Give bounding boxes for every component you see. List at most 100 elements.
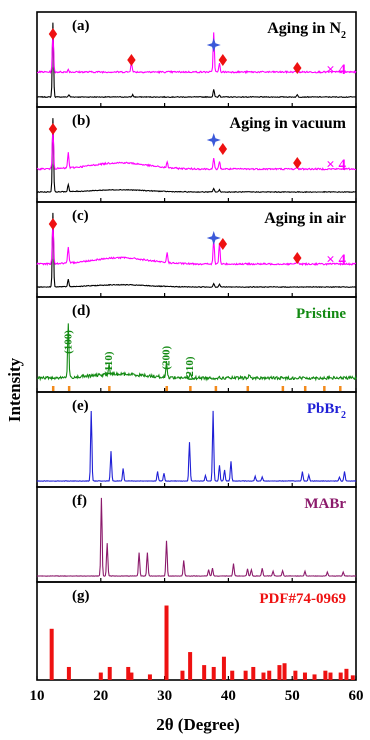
panel-letter: (d) <box>72 303 90 319</box>
star-marker <box>206 231 221 245</box>
x-tick-label: 10 <box>30 688 45 704</box>
x-tick-label: 30 <box>157 688 172 704</box>
diamond-marker <box>293 62 302 74</box>
series-line-black <box>36 212 357 289</box>
reference-bar <box>350 675 355 680</box>
panel-frame <box>36 581 357 681</box>
panel-letter: (e) <box>72 398 89 414</box>
reference-bar <box>214 386 218 391</box>
reference-bar <box>251 666 256 680</box>
miller-index-label: (110) <box>103 351 115 375</box>
series-line-magenta <box>36 222 356 267</box>
panel-title: PbBr2 <box>307 401 346 421</box>
series-line-blue <box>36 410 357 482</box>
series-line-black <box>36 22 357 99</box>
reference-bar <box>312 674 317 680</box>
reference-bar <box>282 663 287 680</box>
panel-title: Aging in N2 <box>267 20 346 41</box>
reference-bar <box>261 672 266 680</box>
reference-bar <box>267 670 272 680</box>
panel-b: (b) Aging in vacuum × 4 <box>36 106 357 203</box>
diamond-marker <box>218 54 228 66</box>
miller-index-label: (210) <box>184 356 196 380</box>
panel-a: (a) Aging in N2 × 4 <box>36 11 357 108</box>
scale-label: × 4 <box>326 157 346 173</box>
reference-bar <box>49 628 54 680</box>
panel-title: MABr <box>304 496 346 512</box>
panel-d: (d) Pristine (100) (110) (200) (210) <box>36 296 357 393</box>
scale-label: × 4 <box>326 252 346 268</box>
panel-letter: (c) <box>72 208 89 224</box>
reference-bar <box>98 672 103 680</box>
reference-bar <box>344 668 349 680</box>
series-line-purple <box>36 497 356 577</box>
reference-bar <box>281 386 285 391</box>
reference-bar <box>230 670 235 680</box>
reference-bar <box>243 670 248 680</box>
reference-bar <box>303 386 307 391</box>
panel-letter: (g) <box>72 588 90 604</box>
diamond-marker <box>293 252 302 264</box>
panel-title: Pristine <box>296 306 346 322</box>
panel-title: PDF#74-0969 <box>259 591 346 607</box>
scale-label: × 4 <box>326 62 346 78</box>
panel-c: (c) Aging in air × 4 <box>36 201 357 298</box>
panel-f: (f) MABr <box>36 486 357 583</box>
diamond-marker <box>48 123 58 135</box>
diamond-marker <box>127 54 136 66</box>
panel-letter: (f) <box>72 493 87 509</box>
y-axis-label: Intensity <box>5 357 24 422</box>
reference-bar <box>67 386 71 391</box>
reference-bar <box>339 386 342 391</box>
x-tick-label: 50 <box>285 688 300 704</box>
reference-bar <box>51 386 55 391</box>
reference-bar <box>221 656 226 680</box>
x-axis: 10 20 30 40 50 60 <box>30 688 364 704</box>
reference-bar <box>66 666 71 680</box>
x-tick-label: 20 <box>93 688 108 704</box>
diamond-marker <box>48 218 58 230</box>
reference-bar <box>188 652 193 680</box>
reference-bar <box>246 386 250 391</box>
star-marker <box>206 38 221 52</box>
reference-bar <box>202 665 207 680</box>
series-line-green <box>36 323 357 382</box>
diamond-marker <box>48 28 58 40</box>
reference-bar <box>129 672 134 680</box>
reference-bar <box>323 670 328 680</box>
panel-letter: (a) <box>72 18 90 34</box>
reference-bar <box>165 386 169 391</box>
reference-bar <box>147 674 152 680</box>
reference-bar <box>126 666 131 680</box>
series-line-black <box>36 118 357 194</box>
panel-title: Aging in vacuum <box>230 115 347 132</box>
reference-bar <box>164 605 169 680</box>
reference-bar <box>107 666 112 680</box>
reference-bar <box>211 666 216 680</box>
x-axis-label: 2θ (Degree) <box>156 715 240 734</box>
panels: (a) Aging in N2× 4(b) Aging in vacuum× 4(c… <box>36 11 357 681</box>
series-line-magenta <box>36 127 356 171</box>
reference-bar <box>277 665 282 680</box>
series-line-magenta <box>37 32 357 75</box>
diamond-marker <box>293 157 302 169</box>
reference-bar <box>323 386 326 391</box>
reference-bar <box>189 386 192 391</box>
reference-bar <box>108 386 111 391</box>
panel-e: (e) PbBr2 <box>36 391 357 488</box>
panel-title: Aging in air <box>264 210 346 227</box>
star-marker <box>206 133 221 147</box>
panel-g: (g) PDF#74-0969 <box>36 581 357 681</box>
reference-bar <box>338 672 343 680</box>
x-tick-label: 40 <box>221 688 236 704</box>
diamond-marker <box>218 143 228 155</box>
reference-bar <box>328 672 333 680</box>
diamond-marker <box>218 238 228 250</box>
panel-letter: (b) <box>72 113 90 129</box>
reference-bar <box>302 672 307 680</box>
reference-bar <box>293 670 298 680</box>
x-tick-label: 60 <box>349 688 364 704</box>
miller-index-label: (100) <box>62 330 74 354</box>
reference-bar <box>180 670 185 680</box>
